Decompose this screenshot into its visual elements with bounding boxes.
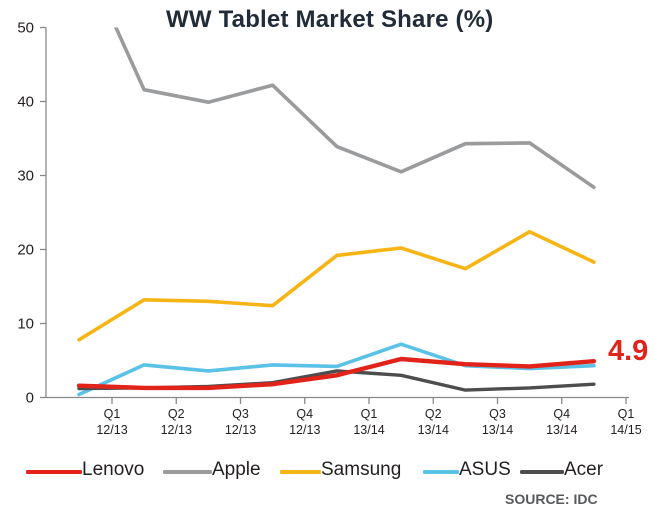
svg-text:40: 40	[17, 94, 34, 111]
svg-text:Q4: Q4	[296, 407, 313, 421]
svg-text:10: 10	[17, 316, 34, 333]
svg-text:Q4: Q4	[553, 407, 570, 421]
svg-text:13/14: 13/14	[418, 423, 449, 437]
svg-text:Q1: Q1	[618, 407, 635, 421]
svg-text:Q2: Q2	[425, 407, 442, 421]
svg-text:Q1: Q1	[104, 407, 121, 421]
svg-text:12/13: 12/13	[225, 423, 256, 437]
svg-text:13/14: 13/14	[546, 423, 577, 437]
svg-text:Q2: Q2	[168, 407, 185, 421]
svg-text:13/14: 13/14	[482, 423, 513, 437]
svg-text:Q3: Q3	[232, 407, 249, 421]
svg-text:13/14: 13/14	[353, 423, 384, 437]
svg-text:50: 50	[17, 20, 34, 37]
svg-text:Q1: Q1	[361, 407, 378, 421]
svg-text:14/15: 14/15	[610, 423, 641, 437]
svg-text:Q3: Q3	[489, 407, 506, 421]
svg-text:0: 0	[26, 390, 34, 407]
svg-text:30: 30	[17, 168, 34, 185]
svg-text:12/13: 12/13	[161, 423, 192, 437]
svg-text:12/13: 12/13	[289, 423, 320, 437]
svg-text:12/13: 12/13	[96, 423, 127, 437]
svg-text:20: 20	[17, 242, 34, 259]
